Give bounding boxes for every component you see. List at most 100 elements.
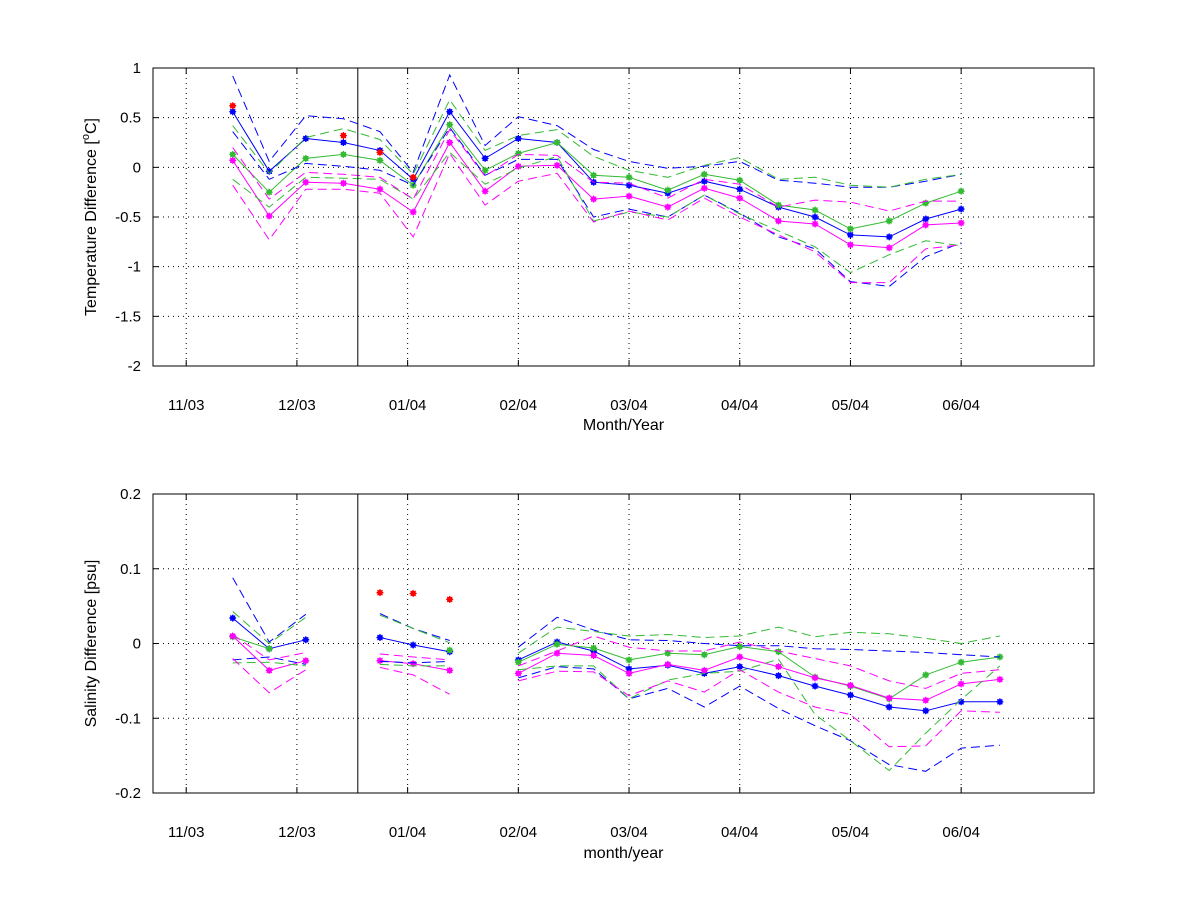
salinity-y-tick-label: -0.1	[115, 710, 141, 727]
temperature-y-tick-label: 0	[133, 159, 141, 176]
temperature-x-tick-label: 11/03	[168, 397, 204, 414]
temperature-data-point-star	[376, 156, 384, 164]
temperature-data-point-star	[846, 231, 854, 239]
temperature-y-tick-label: -1.5	[115, 308, 141, 325]
salinity-series-red-markers	[376, 589, 454, 603]
temperature-data-point-star	[590, 195, 598, 203]
salinity-x-tick-label: 05/04	[832, 824, 870, 841]
temperature-data-point-star	[774, 201, 782, 209]
temperature-series-magenta-dashed	[232, 152, 962, 284]
temperature-data-point-star	[553, 161, 561, 169]
temperature-data-point-star	[957, 205, 965, 213]
temperature-data-point-star	[811, 213, 819, 221]
temperature-ticks: 11/03 12/03 01/04 02/04 03/04 04/04 05/04 06/04…	[115, 60, 1094, 414]
temperature-x-tick-label: 02/04	[500, 397, 538, 414]
salinity-data-point-star	[736, 663, 744, 671]
temperature-y-tick-label: 1	[133, 60, 141, 77]
salinity-data-point-star	[846, 691, 854, 699]
salinity-series-line	[517, 616, 1000, 658]
salinity-series-line	[232, 634, 306, 661]
temperature-data-point-star	[409, 173, 417, 181]
temperature-x-tick-label: 01/04	[389, 397, 427, 414]
salinity-data-point-star	[811, 674, 819, 682]
salinity-series-magenta-dashed	[232, 658, 1000, 748]
temperature-data-point-star	[625, 173, 633, 181]
salinity-data-point-star	[774, 672, 782, 680]
salinity-data-point-star	[514, 658, 522, 666]
salinity-data-point-star	[625, 669, 633, 677]
temperature-y-axis-label-main: Temperature Difference [	[83, 140, 100, 316]
salinity-data-point-star	[409, 641, 417, 649]
temperature-data-point-star	[302, 178, 310, 186]
temperature-data-point-star	[514, 162, 522, 170]
salinity-series-line	[232, 577, 307, 643]
temperature-data-point-star	[446, 108, 454, 116]
salinity-series-line	[518, 626, 1000, 654]
temperature-data-point-star	[339, 179, 347, 187]
temperature-data-point-star	[811, 220, 819, 228]
temperature-data-point-star	[339, 132, 347, 140]
salinity-data-point-star	[590, 651, 598, 659]
salinity-data-point-star	[302, 657, 310, 665]
temperature-data-point-star	[514, 149, 522, 157]
temperature-data-point-star	[957, 219, 965, 227]
salinity-series-magenta-dashed	[232, 634, 1000, 689]
salinity-series-line	[232, 658, 307, 694]
temperature-data-point-star	[885, 217, 893, 225]
temperature-series-green-dashed	[232, 98, 962, 188]
salinity-series-green-dashed	[232, 658, 1001, 772]
temperature-data-point-star	[700, 184, 708, 192]
salinity-data-point-star	[229, 632, 237, 640]
temperature-series-line	[232, 152, 962, 284]
temperature-series	[229, 73, 965, 288]
temperature-data-point-star	[590, 171, 598, 179]
salinity-x-tick-label: 12/03	[278, 824, 316, 841]
salinity-data-point-star	[514, 669, 522, 677]
salinity-x-tick-label: 01/04	[389, 824, 427, 841]
temperature-data-point-star	[514, 135, 522, 143]
salinity-data-point-star	[265, 666, 273, 674]
temperature-data-point-star	[409, 208, 417, 216]
temperature-x-tick-label: 06/04	[942, 397, 980, 414]
salinity-series-line	[379, 653, 450, 661]
temperature-data-point-star	[265, 212, 273, 220]
salinity-data-point-star	[664, 660, 672, 668]
salinity-y-axis-label: Salinity Difference [psu]	[83, 560, 100, 728]
salinity-x-axis-label: month/year	[583, 845, 664, 862]
salinity-data-point-star	[846, 681, 854, 689]
salinity-x-tick-label: 03/04	[610, 824, 648, 841]
temperature-data-point-star	[446, 139, 454, 146]
salinity-data-point-star	[590, 644, 598, 652]
temperature-data-point-star	[229, 102, 237, 110]
salinity-series-line	[379, 614, 450, 644]
temperature-data-point-star	[376, 148, 384, 156]
salinity-data-point-star	[957, 658, 965, 666]
salinity-series-line	[518, 669, 1000, 748]
temperature-data-point-star	[229, 156, 237, 164]
temperature-x-tick-label: 05/04	[832, 397, 870, 414]
temperature-data-point-star	[481, 166, 489, 174]
salinity-data-point-star	[446, 595, 454, 603]
temperature-grid	[153, 68, 1094, 366]
temperature-data-point-star	[302, 135, 310, 143]
temperature-y-tick-label: -2	[128, 358, 141, 375]
temperature-x-axis-label: Month/Year	[583, 417, 665, 434]
temperature-series-line	[232, 126, 962, 288]
salinity-series-line	[379, 663, 450, 667]
salinity-data-point-star	[446, 666, 454, 674]
temperature-data-point-star	[376, 185, 384, 193]
temperature-data-point-star	[553, 139, 561, 146]
temperature-data-point-star	[736, 194, 744, 202]
temperature-series-line	[232, 151, 962, 274]
temperature-data-point-star	[265, 188, 273, 196]
salinity-data-point-star	[885, 703, 893, 711]
salinity-data-point-star	[736, 653, 744, 661]
salinity-series-line	[518, 652, 1000, 701]
salinity-data-point-star	[957, 698, 965, 706]
temperature-series-blue-dashed	[232, 126, 962, 288]
salinity-grid	[153, 494, 1094, 793]
temperature-data-point-star	[446, 121, 454, 129]
salinity-y-tick-label: 0	[133, 636, 141, 653]
temperature-data-point-star	[339, 139, 347, 146]
